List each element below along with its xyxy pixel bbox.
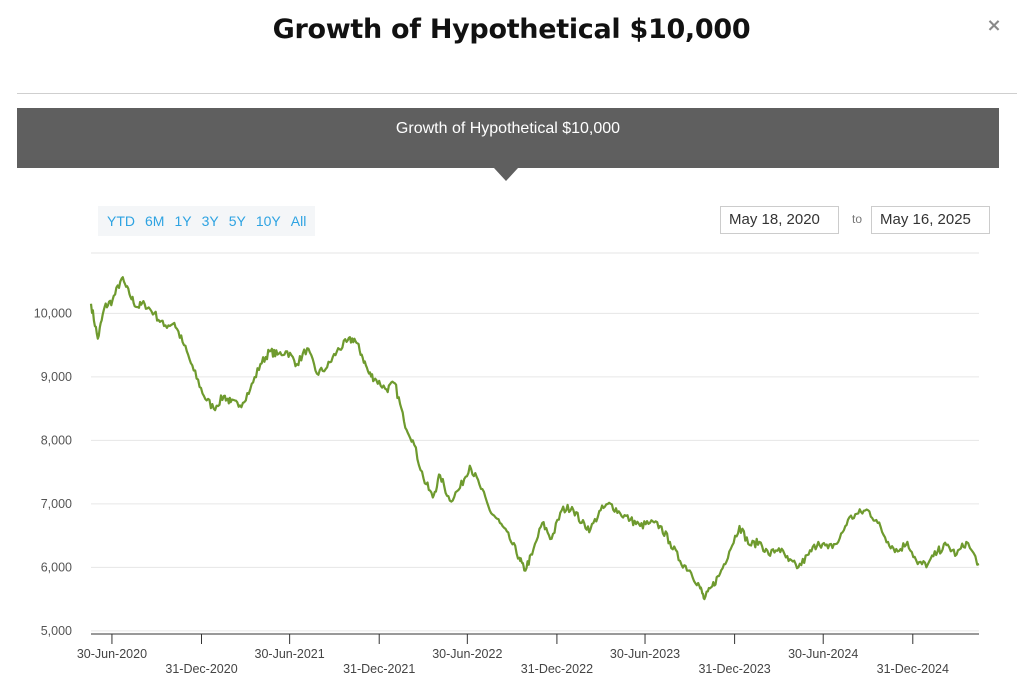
x-tick-label: 30-Jun-2020 bbox=[77, 647, 147, 661]
x-tick-label: 30-Jun-2024 bbox=[788, 647, 858, 661]
date-from-input[interactable]: May 18, 2020 bbox=[720, 206, 839, 234]
close-icon[interactable]: × bbox=[986, 15, 1002, 36]
growth-series-line bbox=[89, 276, 980, 601]
chart-banner: Growth of Hypothetical $10,000 bbox=[17, 108, 999, 168]
y-tick-label: 8,000 bbox=[41, 433, 72, 447]
x-tick-label: 30-Jun-2022 bbox=[432, 647, 502, 661]
divider bbox=[17, 93, 1017, 94]
y-tick-label: 6,000 bbox=[41, 560, 72, 574]
x-tick-label: 31-Dec-2021 bbox=[343, 662, 415, 676]
y-tick-label: 9,000 bbox=[41, 370, 72, 384]
y-tick-label: 5,000 bbox=[41, 624, 72, 638]
y-tick-label: 7,000 bbox=[41, 497, 72, 511]
range-button-6m[interactable]: 6M bbox=[145, 213, 165, 229]
range-button-all[interactable]: All bbox=[290, 213, 307, 229]
x-tick-label: 31-Dec-2020 bbox=[165, 662, 237, 676]
x-tick-label: 31-Dec-2022 bbox=[521, 662, 593, 676]
x-tick-label: 30-Jun-2021 bbox=[255, 647, 325, 661]
date-range-to-label: to bbox=[852, 212, 863, 226]
range-button-5y[interactable]: 5Y bbox=[228, 213, 246, 229]
x-tick-label: 31-Dec-2023 bbox=[698, 662, 770, 676]
banner-pointer-arrow bbox=[494, 168, 518, 181]
range-button-10y[interactable]: 10Y bbox=[255, 213, 281, 229]
modal-title: Growth of Hypothetical $10,000 bbox=[272, 14, 751, 45]
y-tick-label: 10,000 bbox=[34, 306, 72, 320]
range-selector: YTD 6M 1Y 3Y 5Y 10Y All bbox=[98, 206, 316, 236]
range-button-1y[interactable]: 1Y bbox=[174, 213, 192, 229]
x-tick-label: 31-Dec-2024 bbox=[877, 662, 949, 676]
banner-title: Growth of Hypothetical $10,000 bbox=[395, 120, 621, 137]
date-to-input[interactable]: May 16, 2025 bbox=[871, 206, 990, 234]
x-tick-label: 30-Jun-2023 bbox=[610, 647, 680, 661]
range-button-ytd[interactable]: YTD bbox=[107, 213, 135, 229]
range-button-3y[interactable]: 3Y bbox=[201, 213, 219, 229]
